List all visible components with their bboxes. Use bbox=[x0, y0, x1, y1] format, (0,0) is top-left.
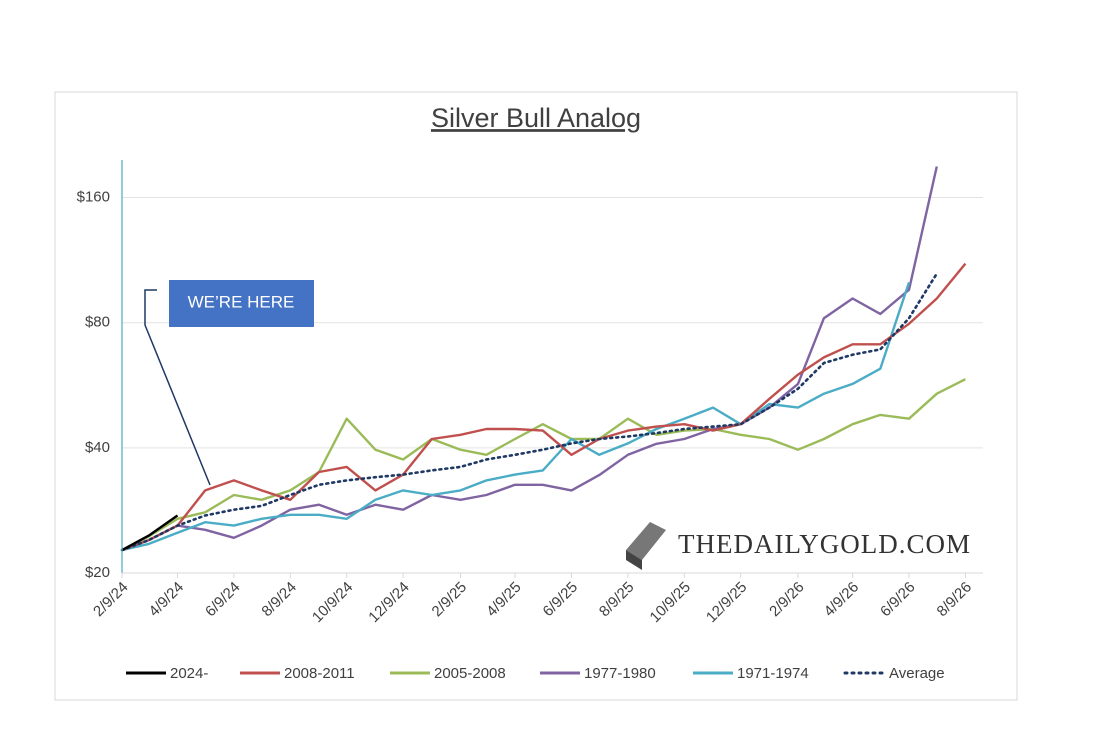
legend-label: 2024- bbox=[170, 665, 208, 682]
y-tick-label: $20 bbox=[85, 564, 110, 581]
chart-frame bbox=[54, 91, 1018, 701]
legend-label: 2008-2011 bbox=[284, 665, 355, 682]
series-line bbox=[120, 272, 939, 552]
legend-label: 1977-1980 bbox=[584, 665, 656, 682]
y-tick-label: $80 bbox=[85, 314, 110, 331]
watermark: THEDAILYGOLD.COM bbox=[626, 522, 971, 570]
legend: 2024- 2008-2011 2005-2008 1977-1980 1971-197… bbox=[126, 665, 945, 682]
series-line bbox=[121, 514, 179, 552]
legend-label: 2005-2008 bbox=[434, 665, 506, 682]
series-line bbox=[121, 282, 911, 552]
series-line bbox=[121, 262, 967, 552]
watermark-icon bbox=[626, 522, 666, 560]
series-line bbox=[121, 378, 966, 552]
annotation-pointer bbox=[144, 289, 211, 486]
watermark-text: THEDAILYGOLD.COM bbox=[678, 529, 971, 559]
legend-label: Average bbox=[889, 665, 945, 682]
y-tick-label: $40 bbox=[85, 439, 110, 456]
annotation-box bbox=[169, 280, 314, 327]
y-tick-label: $160 bbox=[77, 189, 110, 206]
annotation: WE’RE HERE bbox=[188, 292, 295, 311]
watermark-icon bbox=[626, 550, 642, 570]
legend-label: 1971-1974 bbox=[737, 665, 809, 682]
chart-title: Silver Bull Analog bbox=[431, 103, 641, 133]
plot-area bbox=[120, 166, 983, 552]
